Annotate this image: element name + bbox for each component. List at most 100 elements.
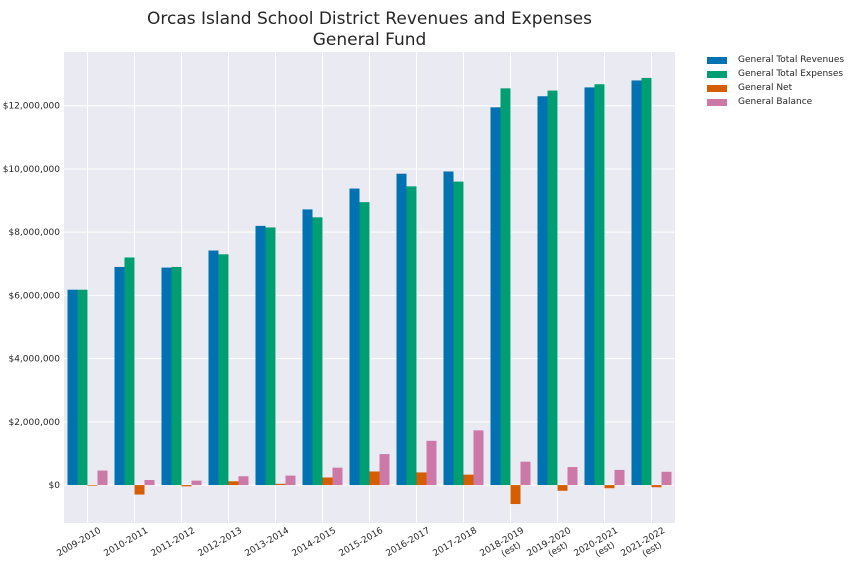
bar [379, 454, 390, 486]
y-tick-label: $8,000,000 [8, 228, 60, 238]
x-tick-label: 2009-2010 [56, 526, 104, 559]
bar [500, 88, 511, 486]
x-tick-label: 2017-2018 [432, 526, 480, 559]
bar [124, 257, 135, 486]
bars [67, 77, 672, 505]
bar [87, 485, 98, 486]
bar [661, 471, 672, 486]
bar [594, 84, 605, 486]
y-tick-label: $12,000,000 [3, 102, 61, 112]
legend: General Total Revenues General Total Exp… [707, 53, 844, 109]
bar [265, 227, 276, 486]
x-tick-label-line: 2015-2016 [338, 526, 386, 559]
chart-title: Orcas Island School District Revenues an… [64, 9, 675, 51]
bar [359, 202, 370, 486]
bar [369, 471, 380, 486]
legend-label-expenses: General Total Expenses [738, 69, 844, 79]
bar [463, 474, 474, 486]
bar [171, 266, 182, 486]
x-axis-ticks: 2009-2010 2010-2011 2011-2012 2012-2013 2013… [56, 526, 667, 560]
y-axis-ticks: $0 $2,000,000 $4,000,000 $6,000,000 $8,000,0… [3, 102, 61, 491]
x-tick-label-line: 2013-2014 [244, 526, 292, 559]
chart-title-line-2: General Fund [312, 30, 427, 50]
bar [67, 289, 78, 486]
y-tick-label: $2,000,000 [8, 418, 60, 428]
bar [614, 469, 625, 486]
bar [547, 90, 558, 486]
bar [181, 485, 192, 487]
legend-item-balance: General Balance [707, 95, 844, 109]
x-tick-label-line: 2017-2018 [432, 526, 480, 559]
bar [567, 467, 578, 486]
bar [208, 250, 219, 486]
legend-swatch-balance [707, 98, 727, 106]
legend-swatch-expenses [707, 70, 727, 78]
x-tick-label: 2011-2012 [150, 526, 197, 559]
bar [144, 480, 155, 486]
y-tick-label: $6,000,000 [8, 291, 60, 301]
legend-label-balance: General Balance [738, 97, 813, 107]
bar [473, 430, 484, 486]
x-tick-label: 2015-2016 [338, 526, 386, 559]
bar [416, 472, 427, 486]
x-tick-label: 2021-2022(est) [620, 526, 667, 560]
y-tick-label: $0 [49, 481, 61, 491]
legend-swatch-net [707, 84, 727, 92]
bar [520, 461, 531, 486]
bar [161, 267, 172, 486]
x-tick-label: 2019-2020(est) [526, 526, 574, 560]
y-tick-label: $10,000,000 [3, 165, 61, 175]
bar [641, 77, 652, 486]
bar [651, 485, 662, 488]
bar [218, 254, 229, 486]
bar [275, 483, 286, 486]
x-tick-label-line: 2011-2012 [150, 526, 197, 559]
bar [332, 467, 343, 486]
legend-label-net: General Net [738, 83, 793, 93]
legend-item-expenses: General Total Expenses [707, 67, 844, 81]
bar [322, 477, 333, 486]
x-tick-label: 2013-2014 [244, 526, 292, 559]
bar [443, 171, 454, 486]
bar [285, 475, 296, 486]
x-tick-label: 2010-2011 [103, 526, 150, 559]
bar [255, 225, 266, 486]
bar [114, 266, 125, 486]
x-tick-label: 2014-2015 [291, 526, 338, 559]
x-tick-label: 2020-2021(est) [573, 526, 620, 560]
bar [134, 485, 145, 495]
x-tick-label-line: 2012-2013 [197, 526, 244, 559]
bar [631, 80, 642, 486]
bar [302, 209, 313, 486]
bar [228, 481, 239, 486]
bar [453, 181, 464, 486]
bar [584, 87, 595, 486]
bar [97, 470, 108, 486]
bar [557, 485, 568, 491]
y-tick-label: $4,000,000 [8, 355, 60, 365]
bar [537, 96, 548, 486]
x-tick-label-line: 2010-2011 [103, 526, 150, 559]
bar [490, 107, 501, 486]
legend-item-net: General Net [707, 81, 844, 95]
bar [349, 188, 360, 486]
bar [406, 186, 417, 486]
bar [77, 289, 88, 486]
x-tick-label: 2012-2013 [197, 526, 244, 559]
legend-item-revenues: General Total Revenues [707, 53, 844, 67]
bar [191, 480, 202, 486]
legend-swatch-revenues [707, 56, 727, 64]
x-tick-label: 2018-2019(est) [479, 526, 527, 560]
bar [604, 485, 615, 489]
x-tick-label: 2016-2017 [385, 526, 432, 559]
bar [510, 485, 521, 505]
chart-title-line-1: Orcas Island School District Revenues an… [147, 9, 592, 29]
bar [238, 476, 249, 486]
bar [426, 440, 437, 486]
legend-label-revenues: General Total Revenues [738, 55, 845, 65]
bar [396, 173, 407, 486]
x-tick-label-line: 2014-2015 [291, 526, 338, 559]
x-tick-label-line: 2016-2017 [385, 526, 432, 559]
x-tick-label-line: 2009-2010 [56, 526, 104, 559]
